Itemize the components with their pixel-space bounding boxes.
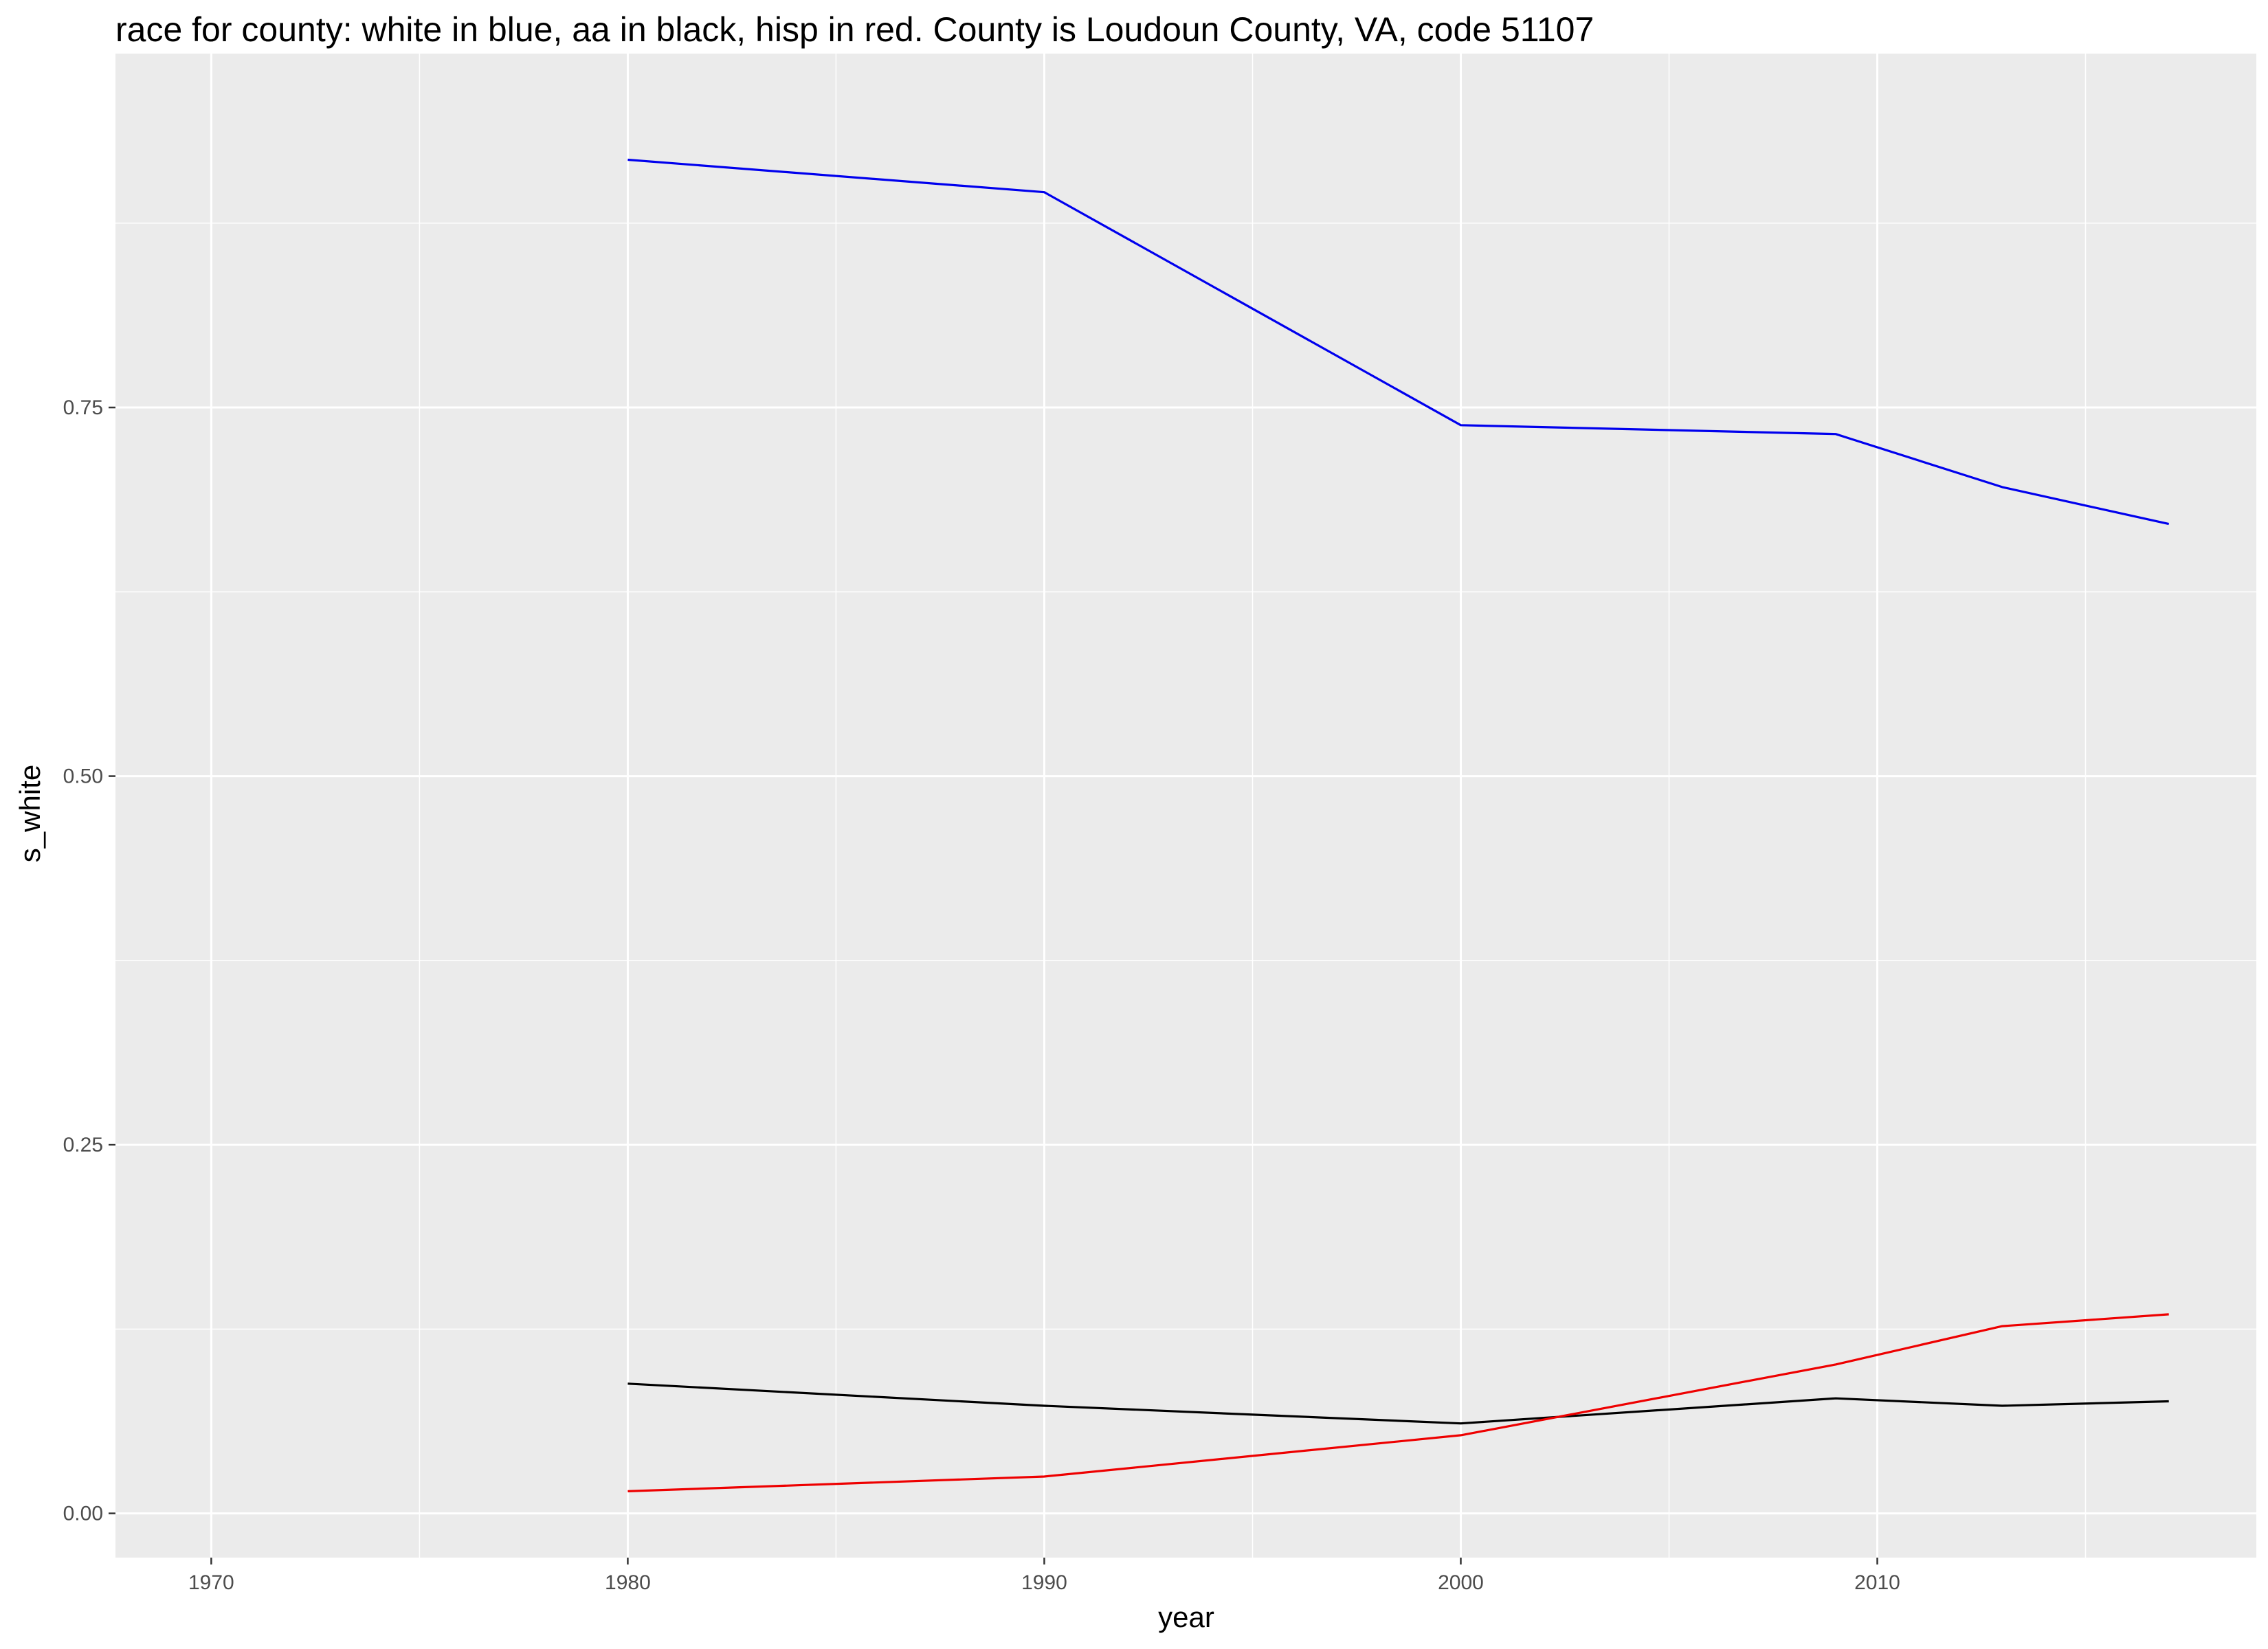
y-tick-label: 0.50 [63,765,103,788]
x-axis-title: year [1158,1601,1214,1633]
y-tick-label: 0.75 [63,396,103,419]
minor-gridlines [115,54,2256,1558]
series-layer [627,158,2170,1492]
x-tick-label: 2010 [1854,1571,1900,1594]
series-line-2 [627,1382,2169,1425]
series-line-1 [627,158,2170,526]
chart-title: race for county: white in blue, aa in bl… [115,10,1594,49]
major-gridlines [115,54,2256,1558]
tick-labels: 1970 1980 1990 2000 2010 0.00 0.25 0.50 0.75 [63,396,1900,1594]
plot-panel [115,54,2256,1558]
x-tick-label: 1970 [188,1571,234,1594]
x-tick-label: 1980 [605,1571,651,1594]
y-axis-title: s_white [14,765,46,862]
series-line-3 [627,1313,2169,1492]
y-tick-label: 0.00 [63,1503,103,1525]
y-tick-label: 0.25 [63,1134,103,1156]
axis-ticks [109,406,1878,1564]
x-tick-label: 2000 [1438,1571,1484,1594]
x-tick-label: 1990 [1021,1571,1067,1594]
